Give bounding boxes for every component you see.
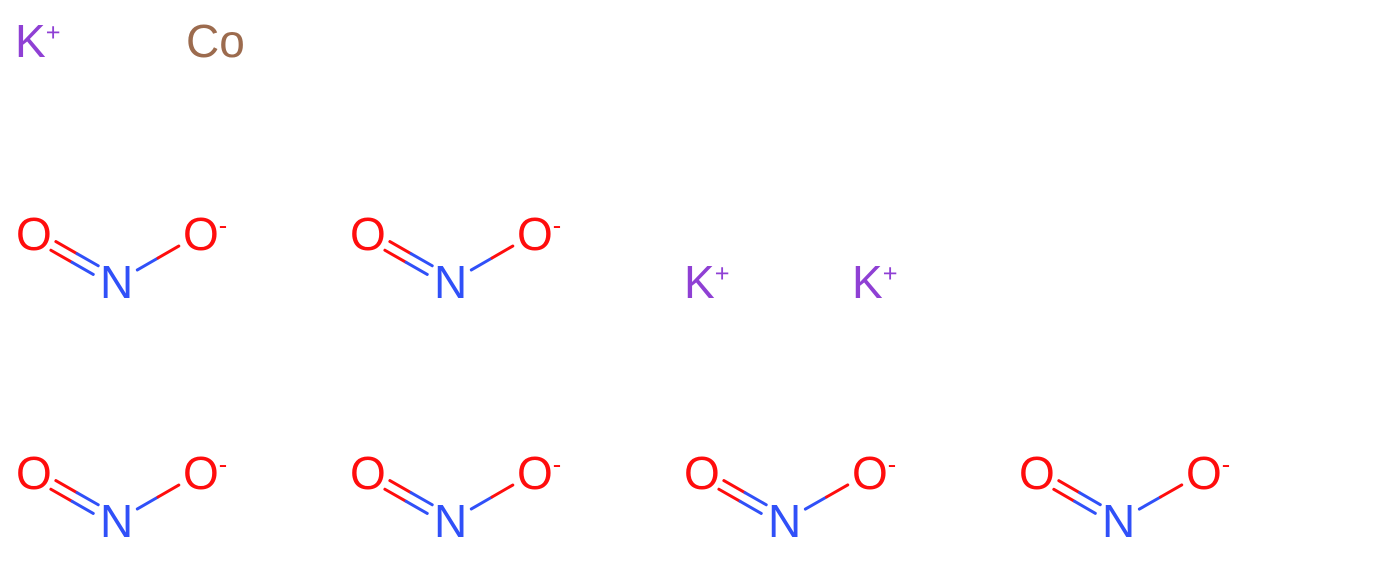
bond-O2-N2 [406, 262, 427, 274]
atom-O1: O [16, 211, 52, 257]
atom-O2m: O- [517, 211, 561, 257]
atom-K2: K+ [684, 259, 729, 305]
bond-N3-O3m [158, 485, 179, 497]
atom-N1: N [100, 259, 133, 305]
bond-O3-N3 [56, 481, 77, 493]
atom-N4: N [434, 498, 467, 544]
atom-O1m: O- [183, 211, 227, 257]
bond-O5-N5 [745, 493, 766, 505]
bond-N5-O5m [827, 485, 848, 497]
atom-O4: O [350, 450, 386, 496]
atom-K3: K+ [852, 259, 897, 305]
bond-O3-N3 [51, 489, 72, 501]
bond-N6-O6m [1161, 485, 1182, 497]
bond-N5-O5m [805, 497, 826, 509]
bond-O1-N1 [56, 242, 77, 254]
bond-O6-N6 [1080, 493, 1101, 505]
bond-O2-N2 [385, 250, 406, 262]
bond-N6-O6m [1139, 497, 1160, 509]
atom-K1: K+ [15, 18, 60, 64]
bond-O3-N3 [77, 493, 98, 505]
atom-O6m: O- [1186, 450, 1230, 496]
atom-O5m: O- [852, 450, 896, 496]
bond-O4-N4 [385, 489, 406, 501]
atom-O6: O [1019, 450, 1055, 496]
atom-N5: N [768, 498, 801, 544]
bond-O1-N1 [77, 254, 98, 266]
bond-O5-N5 [740, 501, 761, 513]
bond-O6-N6 [1059, 481, 1080, 493]
bond-N3-O3m [137, 497, 158, 509]
bond-O2-N2 [411, 254, 432, 266]
bond-N2-O2m [471, 258, 492, 270]
atom-O4m: O- [517, 450, 561, 496]
bond-N1-O1m [158, 246, 179, 258]
atom-N3: N [100, 498, 133, 544]
atom-N6: N [1102, 498, 1135, 544]
bond-O2-N2 [390, 242, 411, 254]
bond-N1-O1m [137, 258, 158, 270]
atom-O3: O [16, 450, 52, 496]
atom-Co1: Co [186, 18, 245, 64]
bond-O1-N1 [51, 250, 72, 262]
bond-O4-N4 [390, 481, 411, 493]
atom-N2: N [434, 259, 467, 305]
bond-O5-N5 [724, 481, 745, 493]
bond-O4-N4 [411, 493, 432, 505]
atom-O2: O [350, 211, 386, 257]
bond-O5-N5 [719, 489, 740, 501]
bond-N2-O2m [492, 246, 513, 258]
atom-O5: O [684, 450, 720, 496]
bond-O4-N4 [406, 501, 427, 513]
bond-N4-O4m [471, 497, 492, 509]
bond-O6-N6 [1075, 501, 1096, 513]
bond-O3-N3 [72, 501, 93, 513]
bond-O1-N1 [72, 262, 93, 274]
bond-O6-N6 [1054, 489, 1075, 501]
atom-O3m: O- [183, 450, 227, 496]
bond-N4-O4m [492, 485, 513, 497]
